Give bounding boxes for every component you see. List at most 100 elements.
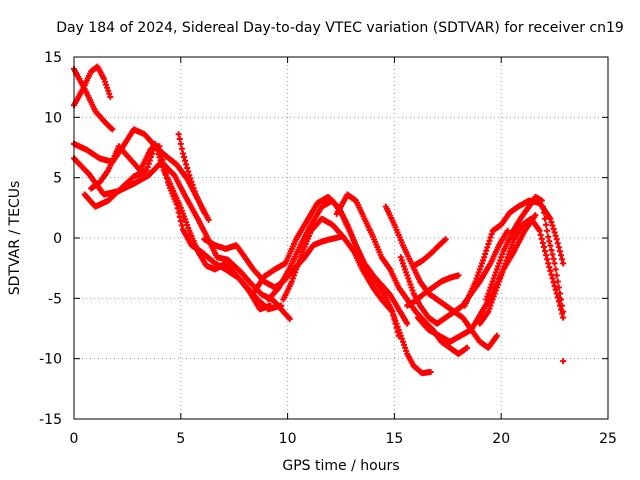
data-point xyxy=(107,93,114,100)
data-point xyxy=(404,320,411,327)
data-point xyxy=(478,260,485,267)
data-point xyxy=(398,335,405,342)
y-tick-label: -15 xyxy=(39,412,62,428)
data-point xyxy=(486,237,493,244)
data-point xyxy=(546,238,553,245)
data-point xyxy=(103,81,110,88)
data-point xyxy=(152,140,159,147)
data-point xyxy=(543,252,550,259)
y-tick-label: -10 xyxy=(39,352,62,368)
data-point xyxy=(490,275,497,282)
chart-title: Day 184 of 2024, Sidereal Day-to-day VTE… xyxy=(56,20,624,36)
data-point xyxy=(553,290,560,297)
data-point xyxy=(487,234,494,241)
data-point xyxy=(186,172,193,179)
data-point xyxy=(558,252,565,259)
data-point xyxy=(493,266,500,273)
data-point xyxy=(145,160,152,167)
data-point xyxy=(538,235,545,242)
data-point xyxy=(155,150,162,157)
data-point xyxy=(484,293,491,300)
data-point xyxy=(488,231,495,238)
data-point xyxy=(549,275,556,282)
data-point xyxy=(159,164,166,171)
data-point xyxy=(500,266,507,273)
x-tick-label: 5 xyxy=(176,431,185,447)
data-point xyxy=(553,272,560,279)
data-point xyxy=(556,302,563,309)
series-track-k xyxy=(280,215,434,377)
data-point xyxy=(296,257,303,264)
data-point xyxy=(408,284,415,291)
data-point xyxy=(497,275,504,282)
data-point xyxy=(407,281,414,288)
data-point xyxy=(100,75,107,82)
data-point xyxy=(485,241,492,248)
data-point xyxy=(293,266,300,273)
data-point xyxy=(548,247,555,254)
data-point xyxy=(178,222,185,229)
data-point xyxy=(508,242,515,249)
data-point xyxy=(555,244,562,251)
data-point xyxy=(175,131,182,138)
data-point xyxy=(560,358,567,365)
data-point xyxy=(402,266,409,273)
data-point xyxy=(146,157,153,164)
data-point xyxy=(555,298,562,305)
data-point xyxy=(501,263,508,270)
data-point xyxy=(156,154,163,161)
data-point xyxy=(278,302,285,309)
data-point xyxy=(549,222,556,229)
data-point xyxy=(552,232,559,239)
data-point xyxy=(549,251,556,258)
data-point xyxy=(537,231,544,238)
data-point xyxy=(475,269,482,276)
data-point xyxy=(176,136,183,143)
data-point xyxy=(551,282,558,289)
data-point xyxy=(559,256,566,263)
data-point xyxy=(105,87,112,94)
data-point xyxy=(179,150,186,157)
y-tick-label: 10 xyxy=(44,110,62,126)
data-point xyxy=(507,245,514,252)
data-point xyxy=(158,160,165,167)
data-point xyxy=(401,341,408,348)
data-point xyxy=(560,314,567,321)
data-point xyxy=(548,271,555,278)
data-point xyxy=(539,203,546,210)
data-point xyxy=(552,286,559,293)
data-point xyxy=(547,267,554,274)
data-point xyxy=(540,244,547,251)
data-point xyxy=(499,251,506,258)
ticks-layer: 0 5 10 15 20 25 15 10 5 0 -5 -10 -15 xyxy=(39,50,617,447)
data-point xyxy=(189,181,196,188)
data-point xyxy=(489,278,496,285)
data-point xyxy=(541,215,548,222)
data-point xyxy=(483,247,490,254)
data-point xyxy=(496,260,503,267)
data-point xyxy=(486,305,493,312)
data-point xyxy=(477,263,484,270)
data-point xyxy=(464,344,471,351)
data-point xyxy=(401,263,408,270)
series-track-u xyxy=(560,358,567,365)
data-point xyxy=(546,264,553,271)
data-point xyxy=(104,84,111,91)
data-point xyxy=(485,308,492,315)
data-point xyxy=(396,329,403,336)
data-point xyxy=(551,260,558,267)
data-point xyxy=(536,227,543,234)
data-point xyxy=(483,296,490,303)
data-point xyxy=(559,310,566,317)
data-point xyxy=(488,281,495,288)
data-point xyxy=(404,272,411,279)
data-point xyxy=(184,165,191,172)
data-point xyxy=(484,244,491,251)
data-point xyxy=(487,302,494,309)
data-point xyxy=(442,236,449,243)
data-point xyxy=(201,209,208,216)
data-point xyxy=(288,278,295,285)
x-tick-label: 15 xyxy=(385,431,403,447)
data-point xyxy=(509,239,516,246)
